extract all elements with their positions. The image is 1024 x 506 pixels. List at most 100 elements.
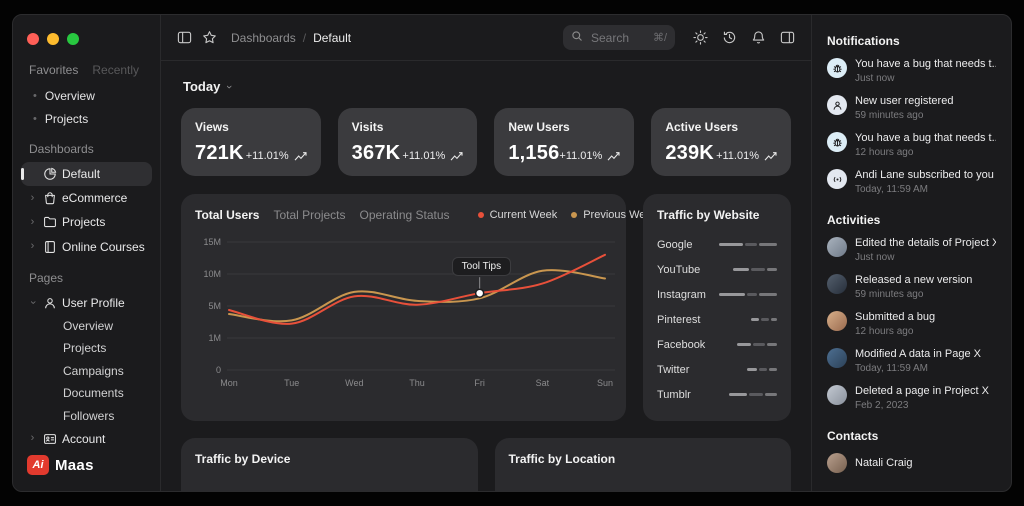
line-chart: 15M 10M 5M 1M 0 Mon Tue Wed Thu Fri Sat Sun: [203, 237, 615, 388]
activity-item[interactable]: Submitted a bug 12 hours ago: [827, 311, 996, 337]
sidebar-item-label: Projects: [44, 111, 89, 126]
stat-delta: +11.01%: [246, 150, 307, 165]
website-row: Google: [657, 232, 777, 257]
notification-item[interactable]: Andi Lane subscribed to you Today, 11:59…: [827, 169, 996, 195]
notification-time: 12 hours ago: [855, 147, 914, 158]
sidebar-item-ecommerce[interactable]: › eCommerce: [21, 186, 152, 210]
activity-title: Edited the details of Project X: [855, 237, 996, 249]
sidebar-toggle-icon[interactable]: [177, 30, 192, 45]
activity-time: 59 minutes ago: [855, 289, 924, 300]
stat-value: 367K: [351, 142, 401, 164]
svg-text:1M: 1M: [208, 333, 221, 343]
sidebar-item-online-courses[interactable]: › Online Courses: [21, 234, 152, 258]
chevron-down-icon: ›: [223, 84, 236, 89]
bullet-icon: •: [33, 90, 37, 103]
stat-delta: +11.01%: [402, 150, 463, 165]
avatar: [827, 385, 847, 405]
trend-up-icon: [764, 151, 777, 161]
sidebar-subitem-overview[interactable]: Overview: [21, 315, 152, 337]
breadcrumb-current: Default: [313, 30, 352, 45]
search-input[interactable]: [589, 29, 647, 46]
activity-item[interactable]: Modified A data in Page X Today, 11:59 A…: [827, 348, 996, 374]
website-name: YouTube: [657, 263, 701, 276]
svg-text:0: 0: [216, 365, 221, 375]
activity-item[interactable]: Released a new version 59 minutes ago: [827, 274, 996, 300]
stat-card-views: Views 721K +11.01%: [181, 108, 321, 176]
section-title-dashboards: Dashboards: [29, 141, 94, 156]
tab-operating-status[interactable]: Operating Status: [359, 208, 450, 222]
notification-time: Today, 11:59 AM: [855, 184, 929, 195]
search-box[interactable]: ⌘/: [563, 25, 675, 50]
activity-item[interactable]: Edited the details of Project X Just now: [827, 237, 996, 263]
sidebar-item-default[interactable]: Default: [21, 161, 152, 187]
pie-chart-icon: [43, 167, 57, 181]
notifications-bell-icon[interactable]: [751, 30, 766, 45]
sidebar-subitem-label: Campaigns: [63, 363, 124, 378]
right-panel-toggle-icon[interactable]: [780, 30, 795, 45]
sidebar-item-projects[interactable]: • Projects: [21, 107, 152, 129]
notification-item[interactable]: You have a bug that needs t... 12 hours …: [827, 132, 996, 158]
bug-icon: [827, 58, 847, 78]
traffic-by-website-card: Traffic by Website Google YouTube Instag…: [643, 194, 791, 421]
minimize-window-button[interactable]: [47, 33, 59, 45]
book-icon: [43, 240, 57, 254]
trend-up-icon: [450, 151, 463, 161]
topbar: Dashboards / Default ⌘/: [161, 15, 811, 61]
website-name: Twitter: [657, 363, 690, 376]
stat-label: Visits: [351, 120, 384, 134]
sidebar-subitem-projects[interactable]: Projects: [21, 337, 152, 359]
stats-row: Views 721K +11.01% Visits 367K +11.01% N…: [181, 108, 791, 176]
legend-dot: [571, 212, 578, 218]
star-icon[interactable]: [202, 30, 217, 45]
website-bar: [719, 268, 777, 271]
main-area: Dashboards / Default ⌘/: [161, 15, 811, 491]
website-name: Tumblr: [657, 388, 691, 401]
svg-text:Sat: Sat: [536, 378, 550, 388]
sidebar-item-account[interactable]: › Account: [21, 427, 152, 451]
theme-toggle-icon[interactable]: [693, 30, 708, 45]
website-bar: [719, 318, 777, 321]
stat-delta: +11.01%: [716, 150, 777, 165]
search-shortcut: ⌘/: [652, 32, 667, 44]
notification-item[interactable]: You have a bug that needs t... Just now: [827, 58, 996, 84]
folder-icon: [43, 215, 57, 229]
sidebar-subitem-followers[interactable]: Followers: [21, 404, 152, 426]
tab-total-projects[interactable]: Total Projects: [273, 208, 346, 222]
card-title: Traffic by Location: [508, 452, 616, 466]
left-sidebar: Favorites Recently • Overview • Projects…: [13, 15, 161, 491]
traffic-by-device-card: Traffic by Device: [181, 438, 478, 491]
contact-item[interactable]: Natali Craig: [827, 453, 996, 473]
stat-label: New Users: [508, 120, 570, 134]
zoom-window-button[interactable]: [67, 33, 79, 45]
contact-name: Natali Craig: [855, 457, 913, 469]
history-icon[interactable]: [722, 30, 737, 45]
sidebar-subitem-campaigns[interactable]: Campaigns: [21, 360, 152, 382]
activity-item[interactable]: Deleted a page in Project X Feb 2, 2023: [827, 385, 996, 411]
chevron-right-icon: ›: [30, 215, 35, 228]
breadcrumb-section[interactable]: Dashboards: [231, 30, 296, 45]
website-row: Facebook: [657, 332, 777, 357]
svg-text:Tue: Tue: [284, 378, 299, 388]
activity-time: Today, 11:59 AM: [855, 363, 929, 374]
notification-item[interactable]: New user registered 59 minutes ago: [827, 95, 996, 121]
activity-title: Released a new version: [855, 274, 973, 286]
sidebar-item-user-profile[interactable]: › User Profile: [21, 291, 152, 315]
website-row: Pinterest: [657, 307, 777, 332]
tab-recently[interactable]: Recently: [92, 63, 140, 77]
bug-icon: [827, 132, 847, 152]
sidebar-item-label: Online Courses: [62, 239, 145, 254]
close-window-button[interactable]: [27, 33, 39, 45]
sidebar-item-dash-projects[interactable]: › Projects: [21, 210, 152, 234]
tab-total-users[interactable]: Total Users: [195, 208, 260, 222]
sidebar-subitem-documents[interactable]: Documents: [21, 382, 152, 404]
legend-previous-week: Previous Week: [571, 209, 657, 221]
notification-title: You have a bug that needs t...: [855, 58, 996, 70]
tab-favorites[interactable]: Favorites: [29, 63, 79, 77]
sidebar-item-overview[interactable]: • Overview: [21, 85, 152, 107]
website-name: Google: [657, 238, 693, 251]
notification-title: New user registered: [855, 95, 954, 107]
period-selector[interactable]: Today ›: [181, 75, 791, 108]
sidebar-subitem-label: Followers: [63, 408, 115, 423]
card-title: Traffic by Website: [657, 208, 760, 222]
stat-label: Active Users: [665, 120, 739, 134]
